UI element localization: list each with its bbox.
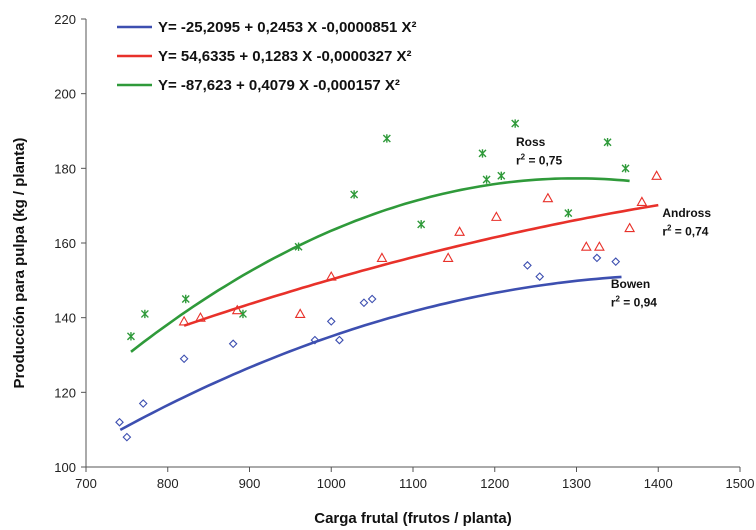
ross-point: [382, 134, 391, 143]
ross-point: [140, 309, 149, 319]
andross-point: [580, 241, 592, 251]
bowen-point: [310, 335, 320, 345]
andross-point: [195, 312, 206, 322]
bowen-point: [115, 417, 124, 427]
regression-curves: [119, 177, 659, 432]
andross-point: [294, 308, 306, 318]
ross-r2-label: r2 = 0,75: [516, 153, 562, 168]
y-axis-title: Producción para pulpa (kg / planta): [11, 138, 28, 389]
bowen-point: [367, 294, 377, 304]
legend-entry: Y= -87,623 + 0,4079 X -0,000157 X²: [158, 77, 400, 94]
x-axis-title: Carga frutal (frutos / planta): [314, 510, 512, 527]
ross-point: [238, 309, 247, 319]
ross-point: [417, 220, 426, 229]
ross-point: [564, 208, 573, 218]
x-tick-label: 700: [75, 476, 97, 491]
series-annotations: Bowen r2 = 0,94 Andross r2 = 0,74 Ross r2 = 0…: [516, 135, 711, 310]
y-tick-label: 100: [54, 460, 76, 475]
legend: Y= -25,2095 + 0,2453 X -0,0000851 X² Y= 5…: [117, 19, 417, 94]
ross-point: [621, 164, 630, 173]
y-tick-label: 120: [54, 385, 76, 400]
andross-point: [442, 252, 454, 262]
andross-point: [624, 222, 636, 233]
andross-point: [454, 226, 466, 236]
bowen-point: [326, 317, 336, 326]
y-tick-label: 220: [54, 12, 76, 27]
andross-point: [178, 315, 190, 326]
bowen-label: Bowen: [611, 277, 650, 291]
bowen-r2-label: r2 = 0,94: [611, 294, 657, 309]
ross-point: [482, 175, 491, 184]
legend-entry: Y= -25,2095 + 0,2453 X -0,0000851 X²: [158, 19, 417, 36]
bowen-point: [138, 399, 148, 408]
ross-fit-curve: [130, 177, 630, 353]
ross-point: [126, 332, 135, 341]
bowen-point: [228, 339, 238, 349]
x-tick-label: 900: [239, 476, 261, 491]
andross-point: [636, 196, 648, 206]
andross-point: [593, 241, 605, 251]
andross-point: [542, 192, 554, 203]
x-tick-label: 1100: [399, 476, 427, 491]
ross-point: [350, 190, 359, 199]
ross-point: [294, 242, 303, 251]
bowen-fit-curve: [119, 275, 622, 432]
bowen-point: [523, 261, 532, 270]
ross-point: [181, 294, 190, 304]
bowen-point: [535, 272, 545, 281]
ross-point: [478, 149, 487, 158]
legend-entry: Y= 54,6335 + 0,1283 X -0,0000327 X²: [158, 48, 412, 65]
andross-point: [651, 170, 663, 180]
ross-point: [603, 138, 612, 147]
x-tick-label: 800: [157, 476, 179, 491]
ross-label: Ross: [516, 135, 546, 149]
y-tick-label: 140: [54, 311, 76, 326]
data-points: [115, 119, 663, 442]
y-tick-label: 180: [54, 161, 76, 176]
andross-point: [325, 270, 337, 281]
andross-fit-curve: [183, 203, 659, 327]
andross-r2-label: r2 = 0,74: [662, 224, 708, 239]
axes: 700 800 900 1000 1100 1200 1300 1400 1500 100 120 1…: [54, 12, 754, 491]
y-tick-label: 160: [54, 236, 76, 251]
x-tick-label: 1200: [480, 476, 509, 491]
bowen-point: [179, 354, 189, 364]
x-tick-label: 1400: [644, 476, 673, 491]
y-tick-label: 200: [54, 87, 76, 102]
bowen-point: [592, 253, 602, 263]
x-tick-label: 1500: [726, 476, 755, 491]
ross-point: [511, 119, 520, 128]
bowen-point: [335, 335, 344, 345]
andross-point: [490, 211, 502, 221]
andross-point: [376, 252, 388, 262]
bowen-point: [611, 257, 621, 267]
ross-point: [497, 171, 506, 180]
andross-label: Andross: [662, 206, 711, 220]
x-tick-label: 1000: [317, 476, 346, 491]
x-tick-label: 1300: [562, 476, 591, 491]
andross-point: [231, 304, 243, 315]
bowen-point: [122, 432, 132, 442]
bowen-point: [359, 298, 369, 308]
